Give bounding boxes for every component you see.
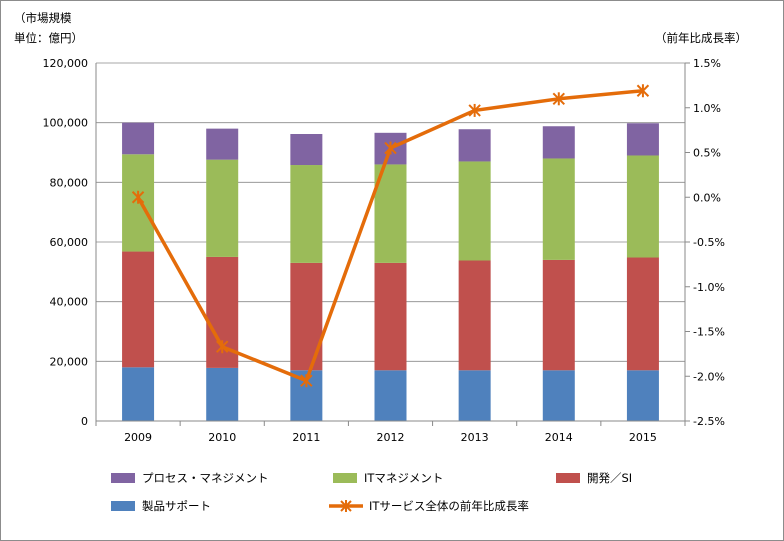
bar-segment bbox=[542, 370, 575, 421]
axes bbox=[95, 62, 690, 426]
y-tick-label: 80,000 bbox=[50, 176, 89, 189]
x-tick-label: 2015 bbox=[629, 431, 657, 444]
legend-swatch bbox=[556, 473, 580, 483]
bar-segment bbox=[122, 367, 155, 421]
bar-segment bbox=[374, 370, 407, 421]
legend-label: 開発／SI bbox=[587, 471, 632, 485]
growth-line-marker bbox=[636, 84, 650, 98]
y-tick-label: 20,000 bbox=[50, 355, 89, 368]
bar-segment bbox=[290, 134, 323, 166]
y2-tick-label: 1.0% bbox=[693, 102, 721, 115]
bar-segment bbox=[206, 159, 239, 257]
growth-line bbox=[131, 84, 650, 388]
bar-segment bbox=[206, 367, 239, 421]
y-tick-label: 120,000 bbox=[43, 57, 89, 70]
legend-swatch bbox=[111, 473, 135, 483]
bar-segment bbox=[374, 262, 407, 371]
y2-axis-ticks: -2.5% -2.0% -1.5% -1.0% -0.5% 0.0% 0.5% 1.0% 1.5… bbox=[693, 57, 725, 428]
y-tick-label: 0 bbox=[81, 415, 88, 428]
bar-segment bbox=[542, 259, 575, 371]
y-tick-label: 100,000 bbox=[43, 117, 89, 130]
bar-segment bbox=[458, 260, 491, 371]
legend-item: プロセス・マネジメント bbox=[111, 471, 269, 485]
y2-tick-label: -1.5% bbox=[693, 326, 725, 339]
x-tick-label: 2010 bbox=[208, 431, 236, 444]
y-axis-ticks: 0 20,000 40,000 60,000 80,000 100,000 120,000 bbox=[43, 57, 89, 428]
bar-segment bbox=[626, 257, 659, 371]
y2-tick-label: -2.5% bbox=[693, 415, 725, 428]
legend-label: ITマネジメント bbox=[364, 471, 443, 485]
legend-label: 製品サポート bbox=[142, 499, 211, 513]
bar-segment bbox=[290, 165, 323, 263]
growth-line-marker bbox=[300, 374, 313, 388]
y2-tick-label: 0.0% bbox=[693, 191, 721, 204]
y2-tick-label: -1.0% bbox=[693, 281, 725, 294]
bars bbox=[122, 122, 659, 421]
legend-item: ITマネジメント bbox=[333, 471, 443, 485]
legend-item: 開発／SI bbox=[556, 471, 632, 485]
y-tick-label: 60,000 bbox=[50, 236, 89, 249]
bar-segment bbox=[458, 161, 491, 261]
bar-segment bbox=[122, 122, 155, 155]
legend: プロセス・マネジメント ITマネジメント 開発／SI 製品サポート ITサービス全体の前… bbox=[111, 471, 632, 513]
legend-swatch bbox=[111, 501, 135, 511]
bar-segment bbox=[542, 158, 575, 260]
growth-line-marker bbox=[216, 340, 229, 354]
y2-tick-label: -2.0% bbox=[693, 370, 725, 383]
bar-segment bbox=[122, 251, 155, 368]
x-tick-label: 2009 bbox=[124, 431, 152, 444]
x-tick-label: 2014 bbox=[545, 431, 573, 444]
legend-label: プロセス・マネジメント bbox=[142, 471, 269, 485]
bar-segment bbox=[626, 155, 659, 258]
legend-swatch bbox=[333, 473, 357, 483]
x-tick-label: 2012 bbox=[377, 431, 405, 444]
x-axis-ticks: 2009 2010 2011 2012 2013 2014 2015 bbox=[124, 431, 657, 444]
bar-segment bbox=[626, 370, 659, 421]
y2-tick-label: -0.5% bbox=[693, 236, 725, 249]
bar-segment bbox=[206, 128, 239, 160]
bar-segment bbox=[458, 370, 491, 421]
growth-line-marker bbox=[384, 141, 397, 155]
y2-tick-label: 1.5% bbox=[693, 57, 721, 70]
bar-segment bbox=[542, 126, 575, 159]
legend-label: ITサービス全体の前年比成長率 bbox=[369, 499, 529, 513]
growth-line-marker bbox=[131, 190, 145, 204]
y-axis-unit-label: 単位：億円） bbox=[14, 31, 83, 45]
y-axis-label: （市場規模 bbox=[14, 11, 72, 25]
growth-line-marker bbox=[468, 103, 481, 117]
y2-axis-label: （前年比成長率） bbox=[655, 31, 747, 45]
growth-line-marker bbox=[552, 92, 565, 106]
y-tick-label: 40,000 bbox=[50, 296, 89, 309]
bar-segment bbox=[458, 129, 491, 162]
x-tick-label: 2013 bbox=[461, 431, 489, 444]
x-tick-label: 2011 bbox=[292, 431, 320, 444]
legend-item: ITサービス全体の前年比成長率 bbox=[329, 499, 529, 513]
bar-segment bbox=[626, 123, 659, 156]
legend-item: 製品サポート bbox=[111, 499, 211, 513]
y2-tick-label: 0.5% bbox=[693, 147, 721, 160]
